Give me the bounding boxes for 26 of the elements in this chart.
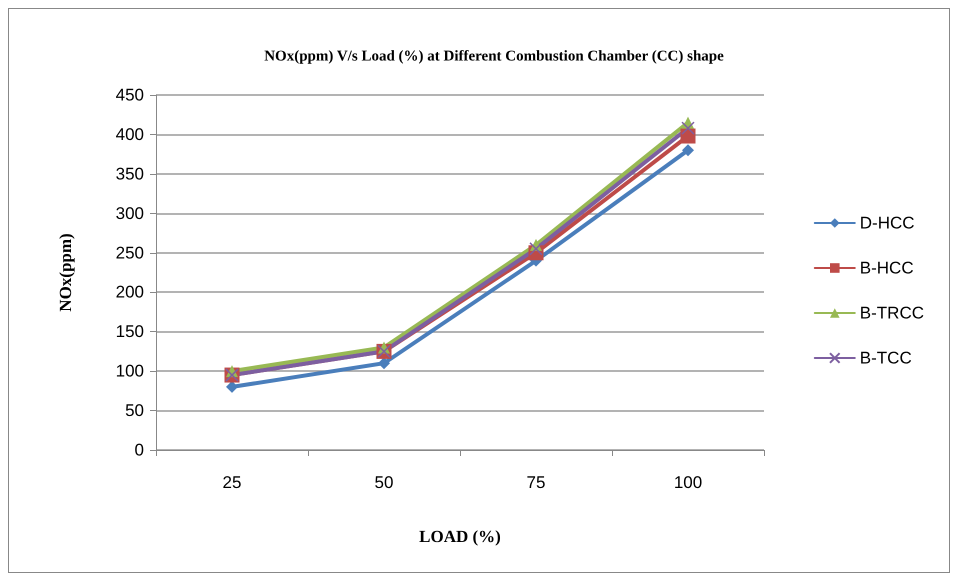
y-tick-label: 350 — [116, 164, 144, 184]
y-tick-label: 200 — [116, 282, 144, 302]
y-tick-label: 300 — [116, 204, 144, 223]
legend-label: B-HCC — [860, 258, 914, 278]
y-tick-label: 150 — [116, 322, 144, 342]
y-axis-title: NOx(ppm) — [56, 233, 75, 312]
point — [680, 128, 696, 144]
legend-label: D-HCC — [860, 214, 915, 232]
x-axis-title: LOAD (%) — [419, 527, 501, 546]
point — [529, 242, 543, 256]
legend-label: B-TRCC — [860, 304, 924, 322]
x-tick-label: 100 — [674, 473, 702, 492]
y-tick-label: 100 — [116, 362, 144, 381]
point — [681, 121, 695, 135]
legend-label: B-TCC — [860, 348, 912, 368]
point — [378, 357, 390, 370]
point — [682, 144, 694, 156]
y-tick-label: 400 — [116, 124, 144, 144]
x-tick-label: 25 — [222, 473, 242, 492]
x-tick-label: 75 — [526, 473, 546, 492]
chart-title: NOx(ppm) V/s Load (%) at Different Combustion Chamber (CC) shape — [264, 48, 724, 64]
x-tick-label: 50 — [374, 473, 394, 492]
y-tick-label: 50 — [125, 401, 144, 420]
y-tick-label: 250 — [116, 243, 144, 262]
y-tick-label: 450 — [116, 86, 144, 104]
y-tick-label: 0 — [134, 440, 144, 460]
